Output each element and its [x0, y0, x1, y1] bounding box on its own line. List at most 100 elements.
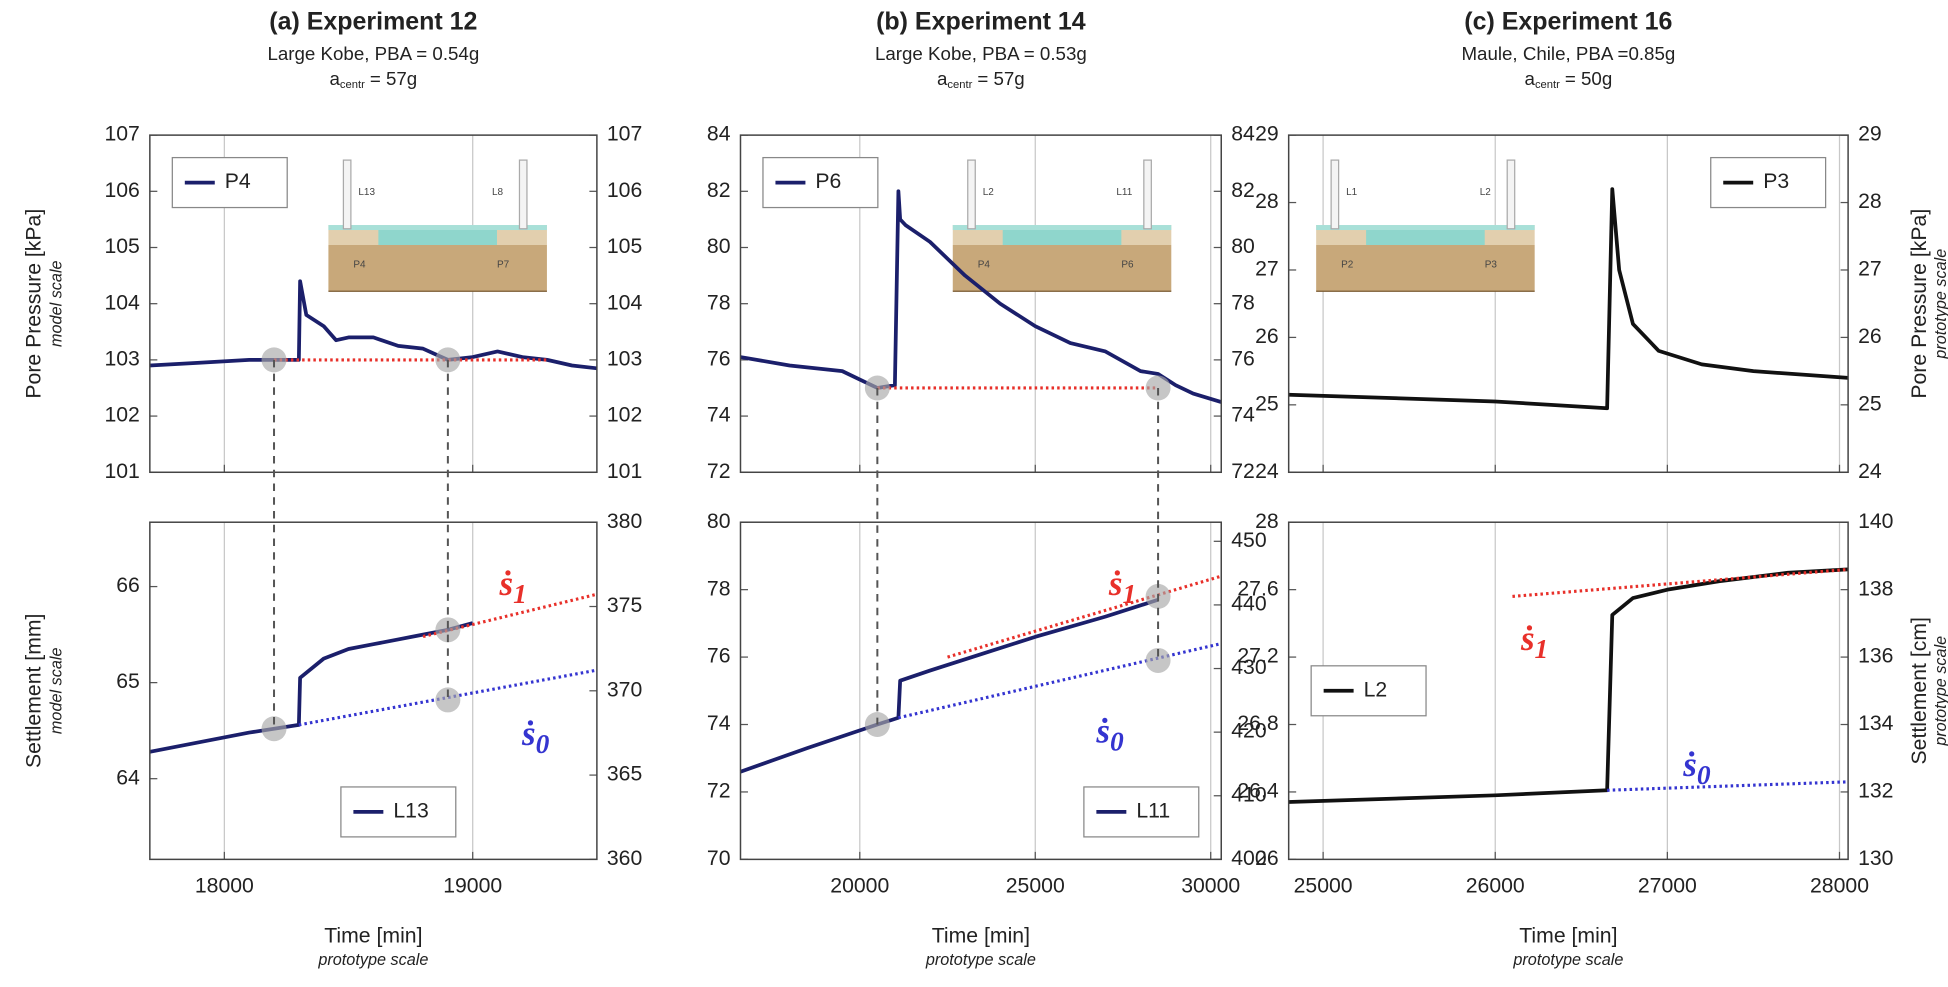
subtitle-sub: centr: [340, 79, 365, 91]
y2-tick-label: 380: [607, 510, 642, 533]
y-tick-label: 84: [707, 123, 731, 146]
x-tick-label: 19000: [443, 874, 502, 897]
panel-subtitle: Large Kobe, PBA = 0.53g: [875, 43, 1087, 64]
y2-tick-label: 78: [1231, 291, 1255, 314]
y2-tick-label: 138: [1858, 577, 1893, 600]
plot-frame: [149, 521, 598, 861]
y-tick-label: 76: [707, 347, 731, 370]
rate-symbol: ṡ: [498, 564, 513, 603]
rate-subscript: 0: [1697, 761, 1711, 791]
y2-tick-label: 140: [1858, 510, 1893, 533]
y2-tick-label: 450: [1231, 529, 1266, 552]
y-tick-label: 72: [707, 780, 731, 803]
x-axis-label: Time [min]: [1519, 924, 1617, 947]
inset-post: [1506, 159, 1516, 230]
x-axis-note: prototype scale: [1512, 951, 1623, 969]
y-tick-label: 70: [707, 847, 731, 870]
inset-label: L1: [1346, 187, 1358, 198]
y2-tick-label: 104: [607, 291, 643, 314]
y2-tick-label: 84: [1231, 123, 1255, 146]
panel-subtitle: Maule, Chile, PBA =0.85g: [1461, 43, 1675, 64]
x-tick-label: 26000: [1466, 874, 1525, 897]
y-tick-label: 82: [707, 179, 731, 202]
rate-annotation: ṡ0: [521, 714, 550, 759]
y-tick-label: 105: [104, 235, 139, 258]
y-tick-label: 106: [104, 179, 139, 202]
inset-post: [1143, 159, 1152, 230]
y-tick-label: 26.8: [1237, 712, 1278, 735]
rate-subscript: 1: [1535, 634, 1549, 664]
y2-tick-label: 360: [607, 847, 642, 870]
y2-tick-label: 82: [1231, 179, 1255, 202]
y-tick-label: 101: [104, 460, 139, 483]
y-tick-label: 27: [1255, 258, 1279, 281]
y-tick-label: 107: [104, 123, 139, 146]
data-line: [149, 621, 474, 754]
y2-axis-label: Settlement [cm]: [1908, 617, 1931, 764]
y-tick-label: 29: [1255, 123, 1279, 146]
panel-title: (a) Experiment 12: [269, 7, 477, 35]
subtitle-rest: = 57g: [370, 68, 417, 89]
y2-tick-label: 134: [1858, 712, 1894, 735]
y2-tick-label: 25: [1858, 392, 1882, 415]
y2-tick-label: 370: [607, 678, 642, 701]
trend-line: [1607, 780, 1849, 792]
y2-tick-label: 29: [1858, 123, 1882, 146]
y2-tick-label: 105: [607, 235, 642, 258]
y2-tick-label: 106: [607, 179, 642, 202]
y-tick-label: 25: [1255, 392, 1279, 415]
y2-tick-label: 102: [607, 404, 642, 427]
y2-axis-note: prototype scale: [1932, 636, 1948, 747]
y-axis-note: model scale: [48, 260, 66, 347]
data-line: [1288, 187, 1849, 411]
inset-label: P4: [978, 260, 991, 271]
y2-tick-label: 440: [1231, 593, 1266, 616]
panel-subtitle: acentr = 57g: [937, 68, 1025, 91]
plot-frame: [739, 134, 1222, 474]
plot-frame: [739, 521, 1222, 861]
y2-tick-label: 103: [607, 347, 642, 370]
x-axis-note: prototype scale: [317, 951, 428, 969]
y2-tick-label: 375: [607, 594, 642, 617]
subtitle-sub: centr: [1535, 79, 1560, 91]
subtitle-rest: = 57g: [977, 68, 1024, 89]
rate-symbol: ṡ: [1095, 712, 1110, 751]
y-tick-label: 103: [104, 347, 139, 370]
y2-tick-label: 28: [1858, 190, 1882, 213]
subtitle-sub: centr: [947, 79, 972, 91]
inset-post: [518, 159, 528, 230]
legend-label: L2: [1364, 678, 1388, 701]
x-tick-label: 20000: [830, 874, 889, 897]
inset-label: L2: [1480, 187, 1492, 198]
rate-subscript: 0: [536, 729, 550, 759]
y2-tick-label: 130: [1858, 847, 1893, 870]
y2-tick-label: 101: [607, 460, 642, 483]
inset-schematic: L1 L2 P2 P3: [1316, 159, 1535, 292]
y2-tick-label: 132: [1858, 780, 1893, 803]
inset-post: [967, 159, 976, 230]
y-tick-label: 76: [707, 645, 731, 668]
y-axis-label: Settlement [mm]: [23, 614, 46, 768]
rate-annotation: ṡ1: [498, 564, 526, 609]
panel-title: (b) Experiment 14: [876, 7, 1086, 35]
y2-tick-label: 80: [1231, 235, 1255, 258]
legend-label: P6: [815, 170, 841, 193]
y-tick-label: 24: [1255, 460, 1279, 483]
x-tick-label: 28000: [1810, 874, 1869, 897]
y2-tick-label: 76: [1231, 347, 1255, 370]
inset-post: [1330, 159, 1340, 230]
inset-water: [1316, 225, 1535, 231]
plot-frame: [149, 134, 598, 474]
y2-tick-label: 400: [1231, 847, 1266, 870]
y-tick-label: 74: [707, 404, 731, 427]
subtitle-base: a: [329, 68, 340, 89]
marker: [1145, 647, 1171, 673]
y-tick-label: 72: [707, 460, 731, 483]
y-tick-label: 80: [707, 510, 731, 533]
y-tick-label: 104: [104, 291, 140, 314]
inset-soil: [952, 245, 1172, 292]
subtitle-base: a: [1525, 68, 1536, 89]
y2-tick-label: 107: [607, 123, 642, 146]
plot-frame: [1287, 134, 1849, 474]
